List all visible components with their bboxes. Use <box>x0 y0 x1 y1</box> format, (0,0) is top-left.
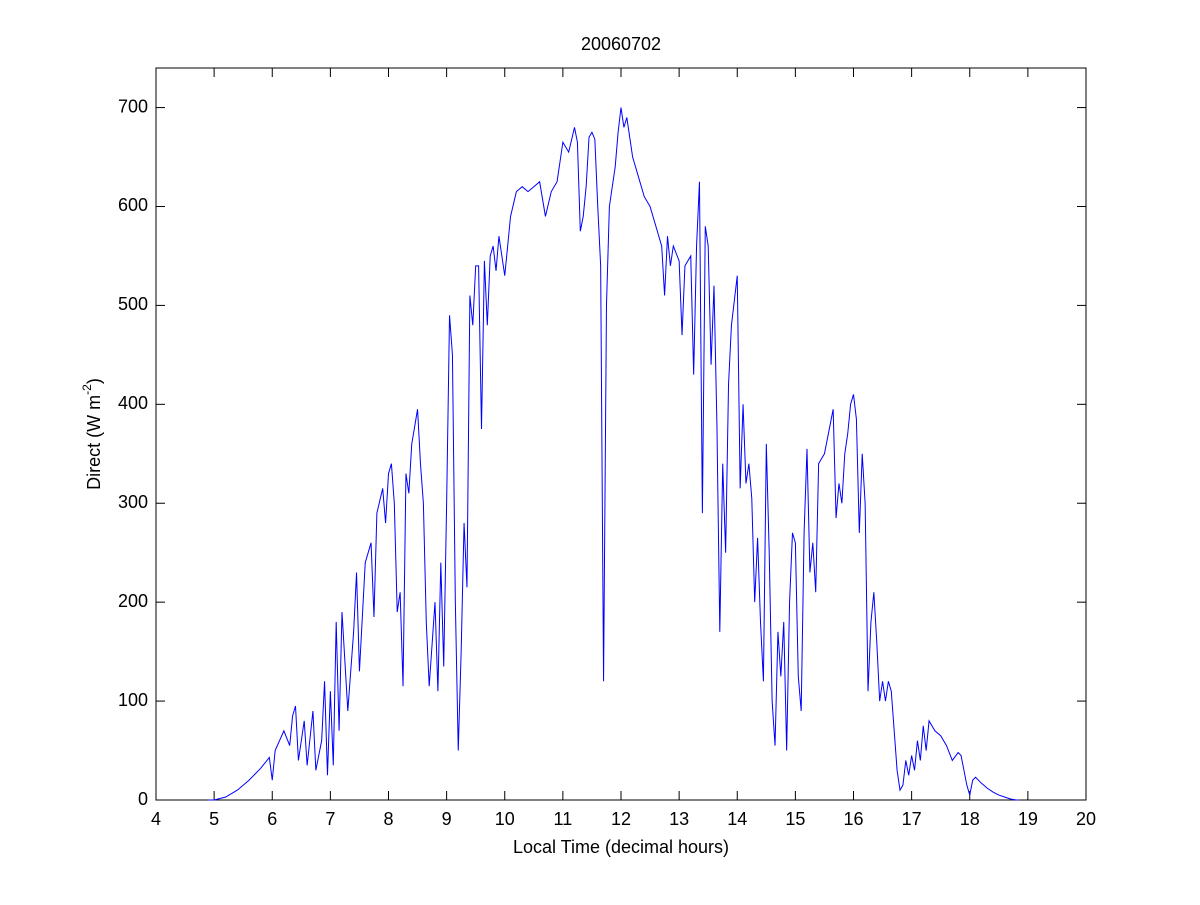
y-tick-label: 700 <box>118 96 148 116</box>
x-tick-label: 9 <box>442 809 452 829</box>
x-tick-label: 17 <box>902 809 922 829</box>
x-tick-label: 7 <box>325 809 335 829</box>
y-tick-label: 300 <box>118 492 148 512</box>
x-tick-label: 18 <box>960 809 980 829</box>
x-tick-label: 20 <box>1076 809 1096 829</box>
y-tick-label: 600 <box>118 195 148 215</box>
y-label-main: Direct (W m <box>84 395 104 490</box>
x-tick-label: 8 <box>383 809 393 829</box>
y-tick-label: 0 <box>138 789 148 809</box>
x-tick-label: 16 <box>843 809 863 829</box>
y-tick-label: 100 <box>118 690 148 710</box>
x-tick-label: 12 <box>611 809 631 829</box>
y-label-end: ) <box>84 378 104 384</box>
y-tick-label: 400 <box>118 393 148 413</box>
x-tick-label: 14 <box>727 809 747 829</box>
x-tick-label: 4 <box>151 809 161 829</box>
y-tick-label: 200 <box>118 591 148 611</box>
x-tick-label: 5 <box>209 809 219 829</box>
y-tick-label: 500 <box>118 294 148 314</box>
x-tick-label: 11 <box>554 809 573 829</box>
x-tick-label: 6 <box>267 809 277 829</box>
x-axis-label: Local Time (decimal hours) <box>513 837 729 857</box>
chart-title: 20060702 <box>581 34 661 54</box>
x-tick-label: 15 <box>785 809 805 829</box>
x-tick-label: 13 <box>669 809 689 829</box>
x-tick-label: 10 <box>495 809 515 829</box>
data-line <box>208 107 1020 801</box>
y-label-sup: -2 <box>80 384 94 395</box>
y-axis-label: Direct (W m-2) <box>80 378 104 490</box>
x-tick-label: 19 <box>1018 809 1038 829</box>
